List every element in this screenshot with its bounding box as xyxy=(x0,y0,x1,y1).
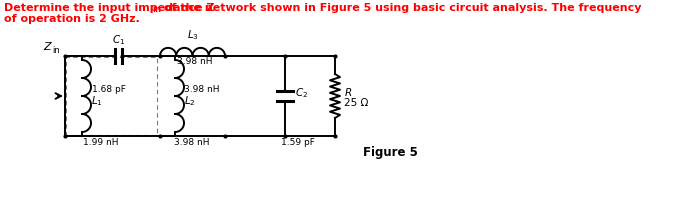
Text: of operation is 2 GHz.: of operation is 2 GHz. xyxy=(4,14,140,24)
Text: $L_2$: $L_2$ xyxy=(184,94,196,108)
Text: 3.98 nH: 3.98 nH xyxy=(184,85,220,94)
Text: $C_1$: $C_1$ xyxy=(112,33,125,47)
Text: $R$: $R$ xyxy=(344,86,353,98)
Text: $Z$: $Z$ xyxy=(43,40,53,52)
Text: Figure 5: Figure 5 xyxy=(363,146,418,159)
Text: in: in xyxy=(152,6,161,14)
Text: in: in xyxy=(52,46,60,55)
Text: 1.59 pF: 1.59 pF xyxy=(281,138,315,147)
Text: 1.99 nH: 1.99 nH xyxy=(83,138,119,147)
Text: $L_1$: $L_1$ xyxy=(91,94,103,108)
Text: 25 Ω: 25 Ω xyxy=(344,98,368,108)
Text: $C_2$: $C_2$ xyxy=(295,86,308,100)
Text: $L_3$: $L_3$ xyxy=(186,28,199,42)
Text: of the network shown in Figure 5 using basic circuit analysis. The frequency: of the network shown in Figure 5 using b… xyxy=(160,3,641,13)
Text: 3.98 nH: 3.98 nH xyxy=(177,57,212,66)
Bar xyxy=(66,57,157,135)
Text: 1.68 pF: 1.68 pF xyxy=(92,85,126,94)
Text: 3.98 nH: 3.98 nH xyxy=(174,138,210,147)
Text: Determine the input impedance Z: Determine the input impedance Z xyxy=(4,3,214,13)
